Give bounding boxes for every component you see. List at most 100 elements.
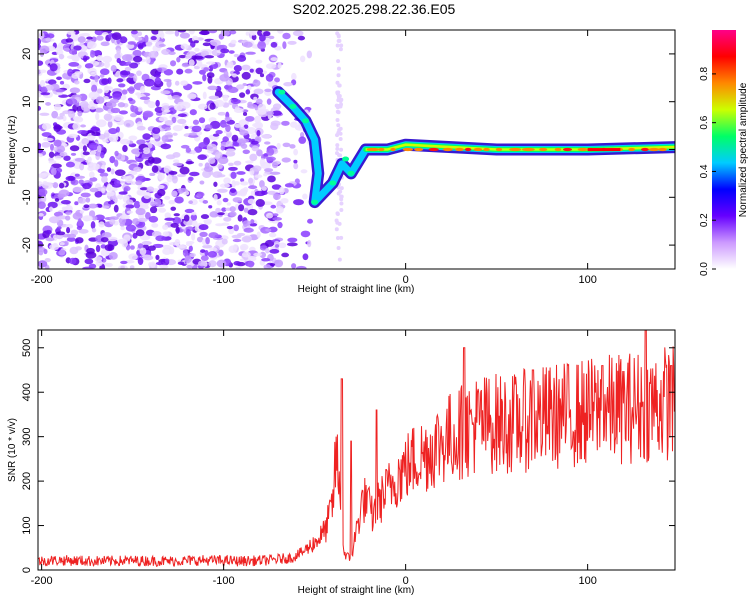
heat-blob [274, 259, 284, 268]
heat-blob [271, 161, 279, 169]
heat-blob [39, 45, 50, 54]
heat-blob [88, 263, 97, 269]
heat-blob [121, 154, 126, 161]
heat-blob [220, 30, 231, 37]
heat-blob [192, 119, 200, 125]
heat-blob [144, 34, 149, 43]
heat-blob [161, 135, 169, 143]
heat-blob [96, 119, 107, 128]
heat-blob [120, 70, 131, 76]
heat-blob [48, 151, 55, 158]
heat-blob [137, 217, 148, 223]
heat-blob [38, 240, 44, 249]
heat-blob [55, 231, 66, 236]
heat-blob [265, 247, 270, 254]
heat-blob [94, 190, 103, 198]
heat-blob [336, 66, 341, 71]
heat-blob [127, 97, 133, 102]
x-tick-label: 100 [578, 274, 596, 286]
heat-blob [59, 151, 68, 157]
heat-blob [124, 66, 132, 72]
heat-blob [47, 201, 58, 209]
heat-blob [139, 85, 146, 94]
heat-blob [270, 57, 278, 62]
heat-blob [233, 224, 240, 232]
heat-blob [335, 31, 340, 36]
heat-blob [200, 255, 209, 261]
x-tick-label: -100 [213, 274, 235, 286]
heat-blob [243, 227, 254, 233]
heat-blob [236, 171, 246, 175]
heat-blob [118, 191, 128, 195]
heat-blob [202, 170, 212, 179]
heat-blob [82, 145, 88, 152]
heat-blob [148, 262, 153, 267]
heat-blob [198, 224, 209, 231]
heat-blob [335, 235, 340, 240]
heat-blob [86, 36, 93, 40]
heat-blob [112, 93, 122, 101]
heat-blob [339, 102, 344, 107]
heat-blob [69, 87, 81, 94]
heat-blob [149, 206, 158, 214]
heat-blob [336, 123, 341, 128]
heat-blob [235, 266, 241, 269]
heat-blob [164, 195, 171, 200]
heat-blob [38, 90, 42, 98]
y-tick-label: 300 [21, 427, 33, 445]
heat-blob [180, 80, 189, 86]
heat-blob [174, 196, 184, 204]
spectral-ridge [272, 86, 675, 209]
ridge-bead [464, 147, 472, 152]
heat-blob [221, 238, 228, 245]
heat-blob [275, 206, 284, 214]
y-tick-label: 0 [21, 146, 33, 152]
heat-blob [157, 172, 165, 181]
heat-blob [62, 115, 67, 122]
heat-blob [339, 43, 344, 48]
heat-blob [137, 31, 143, 37]
heat-blob [129, 245, 135, 250]
heat-blob [174, 30, 180, 37]
heat-blob [228, 50, 235, 54]
heat-blob [96, 145, 102, 153]
heat-blob [120, 260, 128, 265]
ridge-bead [442, 147, 453, 152]
heat-blob [100, 41, 110, 47]
heat-blob [250, 140, 259, 145]
heat-blob [90, 51, 96, 58]
heat-blob [63, 155, 71, 161]
heat-blob [138, 149, 144, 153]
heat-blob [210, 120, 221, 129]
heat-blob [335, 133, 340, 138]
heat-blob [99, 74, 105, 78]
heat-blob [240, 178, 245, 182]
heat-blob [271, 110, 282, 116]
heat-blob [136, 139, 146, 145]
heat-blob [57, 215, 68, 220]
heat-blob [69, 246, 79, 255]
heat-blob [217, 111, 226, 116]
heat-blob [40, 92, 51, 96]
heat-blob [207, 85, 218, 91]
y-tick-label: 100 [21, 516, 33, 534]
heat-blob [199, 231, 208, 238]
heat-blob [128, 253, 138, 261]
heat-blob [93, 107, 104, 113]
heat-blob [230, 171, 237, 179]
ridge-bead [577, 147, 589, 152]
heat-blob [289, 121, 298, 128]
heat-blob [186, 93, 197, 100]
heat-blob [84, 63, 94, 69]
heat-blob [202, 91, 207, 100]
heat-blob [65, 161, 75, 168]
heat-blob [38, 69, 41, 75]
heat-blob [125, 199, 134, 205]
heat-blob [264, 141, 271, 145]
heat-blob [86, 41, 97, 49]
heat-blob [113, 114, 124, 122]
heat-blob [118, 110, 128, 115]
heat-blob [275, 244, 280, 248]
heat-blob [106, 167, 112, 172]
heat-blob [151, 157, 162, 164]
